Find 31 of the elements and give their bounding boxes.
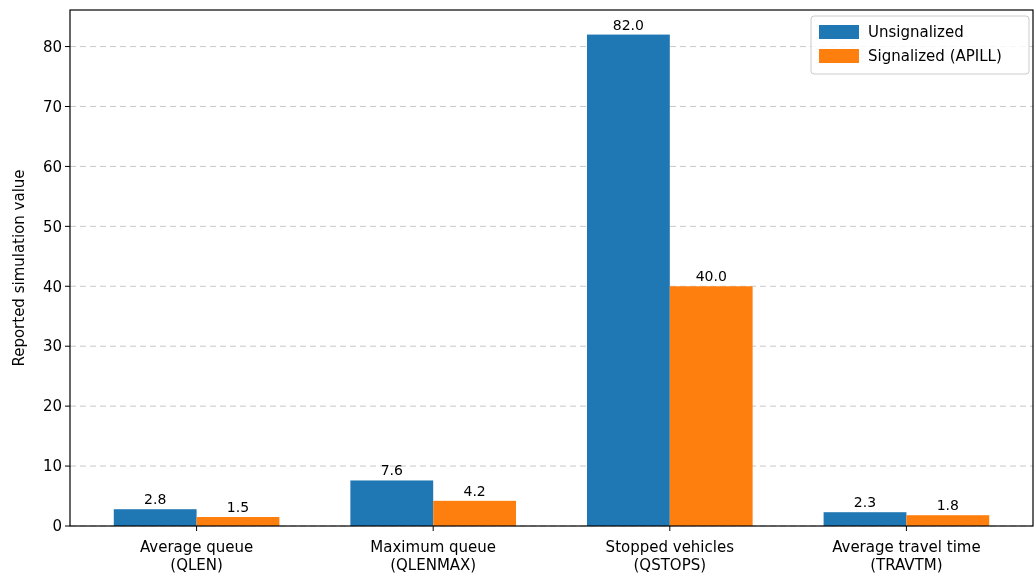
bar xyxy=(906,515,990,526)
x-tick-label: Average queue (QLEN) xyxy=(139,538,254,574)
x-tick-label: Maximum queue (QLENMAX) xyxy=(370,538,497,574)
y-tick-label: 30 xyxy=(42,337,62,356)
bar xyxy=(113,509,197,526)
data-label: 2.3 xyxy=(853,494,877,511)
data-label: 1.5 xyxy=(226,499,250,516)
y-axis-title: Reported simulation value xyxy=(10,169,28,367)
data-label: 82.0 xyxy=(612,16,644,33)
data-label: 40.0 xyxy=(695,268,727,285)
y-tick-label: 60 xyxy=(42,157,62,176)
bar xyxy=(669,286,753,526)
data-label: 7.6 xyxy=(380,462,404,479)
bar xyxy=(350,480,434,526)
y-tick-label: 0 xyxy=(52,517,62,536)
data-label: 4.2 xyxy=(463,482,486,499)
y-tick-label: 80 xyxy=(42,37,62,56)
legend-label: Unsignalized xyxy=(868,23,964,42)
bar xyxy=(586,34,670,526)
y-tick-label: 10 xyxy=(42,457,62,476)
y-tick-label: 70 xyxy=(42,97,62,116)
bar xyxy=(823,512,907,526)
legend-label: Signalized (APILL) xyxy=(868,47,1002,66)
data-label: 1.8 xyxy=(936,497,959,514)
data-label: 2.8 xyxy=(144,491,167,508)
x-tick-label: Average travel time (TRAVTM) xyxy=(832,538,981,574)
y-tick-label: 50 xyxy=(42,217,62,236)
bar xyxy=(433,500,517,526)
y-tick-label: 20 xyxy=(42,397,62,416)
x-tick-label: Stopped vehicles (QSTOPS) xyxy=(605,538,735,574)
y-tick-label: 40 xyxy=(42,277,62,296)
